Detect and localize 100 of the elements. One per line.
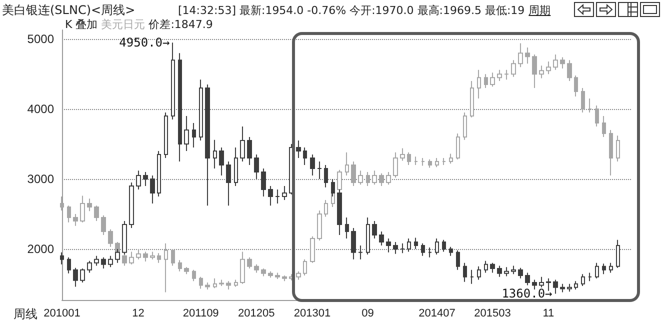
candlestick <box>532 54 537 89</box>
candlestick <box>379 230 384 246</box>
candlestick <box>616 239 620 268</box>
candlestick <box>602 263 606 275</box>
candlestick <box>234 147 238 186</box>
candlestick <box>581 274 585 287</box>
candlestick <box>303 147 307 166</box>
candlestick <box>129 251 134 265</box>
annotation: 4950.0→ <box>119 36 170 50</box>
candlestick <box>490 72 495 88</box>
candlestick <box>143 171 148 186</box>
candlestick <box>324 164 328 188</box>
x-tick-label: 11 <box>542 308 554 320</box>
candlestick <box>463 112 467 140</box>
candlestick <box>192 269 196 282</box>
candlestick <box>470 269 474 284</box>
candlestick <box>553 54 558 70</box>
candlestick <box>275 272 280 280</box>
x-tick-label: 12 <box>132 308 144 320</box>
candlestick <box>184 266 189 275</box>
candlestick <box>150 174 155 204</box>
candlestick <box>67 205 71 223</box>
candlestick <box>261 168 266 197</box>
candlestick <box>539 276 544 288</box>
candlestick <box>226 161 231 206</box>
candlestick <box>428 247 432 258</box>
candlestick <box>442 158 446 166</box>
candlestick <box>67 256 71 274</box>
candlestick <box>497 69 502 82</box>
x-tick-label: 201301 <box>294 308 331 320</box>
candlestick <box>428 158 432 168</box>
candlestick <box>525 46 530 64</box>
candlestick <box>219 279 224 287</box>
candlestick <box>511 265 516 275</box>
candlestick <box>143 251 148 262</box>
candlestick <box>546 60 551 75</box>
candlestick <box>595 105 599 128</box>
x-tick-label: 201503 <box>474 308 511 320</box>
x-tick-label: 201001 <box>44 308 80 320</box>
candlestick <box>157 252 161 264</box>
candlestick <box>393 152 398 178</box>
candlestick <box>213 139 217 169</box>
candlestick <box>275 188 280 204</box>
candlestick <box>477 266 481 280</box>
candlestick <box>379 172 384 186</box>
candlestick <box>317 161 322 180</box>
candlestick <box>324 199 328 218</box>
candlestick <box>484 74 488 89</box>
candlestick <box>303 258 307 276</box>
candlestick <box>449 153 453 164</box>
y-tick-label: 4000 <box>27 102 54 116</box>
candlestick <box>421 158 425 166</box>
candlestick <box>497 265 502 278</box>
candlestick <box>171 248 175 266</box>
candlestick <box>490 262 495 274</box>
candlestick <box>414 156 418 166</box>
x-axis-title: 周线 <box>14 307 38 321</box>
candlestick <box>310 236 315 264</box>
candlestick <box>247 136 252 166</box>
candlestick <box>567 60 572 82</box>
candlestick <box>268 270 273 278</box>
candlestick <box>581 88 585 114</box>
x-tick-label: 201109 <box>182 308 219 320</box>
candlestick <box>393 241 398 254</box>
candlestick <box>407 152 411 166</box>
candlestick <box>449 246 453 256</box>
candlestick <box>574 74 578 97</box>
candlestick <box>358 244 363 260</box>
candlestick <box>345 152 349 176</box>
candlestick <box>254 154 259 180</box>
candlestick <box>518 267 523 279</box>
candlestick <box>525 272 530 286</box>
candlestick <box>435 158 439 168</box>
candlestick <box>254 264 259 274</box>
x-tick-label: 201407 <box>418 308 456 320</box>
candlestick <box>574 280 578 290</box>
candlestick <box>477 69 481 100</box>
candlestick <box>553 279 558 294</box>
candlestick <box>80 195 85 223</box>
candlestick <box>511 60 516 78</box>
x-tick-label: 201205 <box>238 308 275 320</box>
candlestick <box>435 238 439 256</box>
candlestick <box>414 237 418 250</box>
candlestick <box>560 56 565 69</box>
candlestick <box>178 52 182 162</box>
candlestick <box>240 251 245 284</box>
candlestick <box>199 79 203 142</box>
candlestick <box>282 275 287 282</box>
candlestick <box>518 42 523 68</box>
y-tick-label: 5000 <box>27 32 54 46</box>
candlestick <box>268 185 273 206</box>
candlestick <box>310 154 315 176</box>
candlestick <box>205 84 210 206</box>
candlestick <box>345 216 349 239</box>
chart-title: 美白银连(SLNC)<周线> <box>2 2 136 18</box>
candlestick <box>421 242 425 256</box>
candlestick <box>178 260 182 272</box>
candlestick <box>87 198 92 212</box>
annotation: 1360.0→ <box>502 286 552 301</box>
text: 周期 <box>528 4 551 17</box>
